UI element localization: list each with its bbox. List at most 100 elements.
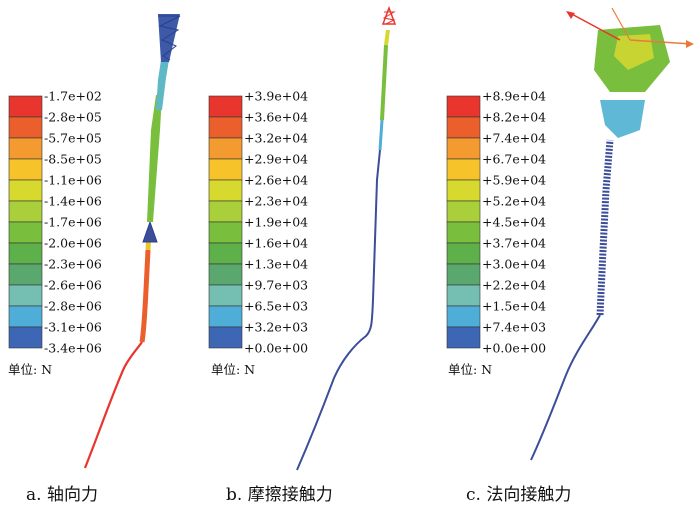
panel-a-legend-label: -2.3e+06 — [44, 257, 102, 272]
panel-c-legend-swatch — [446, 221, 481, 244]
panel-a-green-segment — [147, 95, 162, 222]
panel-c-legend-swatch — [446, 158, 481, 181]
panel-b-legend: +3.9e+04 +3.6e+04 +3.2e+04 +2.9e+04 +2.6e+04… — [208, 89, 308, 356]
panel-c-force-arrowhead-1 — [566, 11, 575, 19]
panel-c-legend-label: +3.0e+04 — [482, 257, 546, 272]
panel-a-legend-swatch — [8, 158, 43, 181]
panel-c-caption: c. 法向接触力 — [466, 485, 571, 505]
panel-a-legend-swatch — [8, 326, 43, 349]
panel-c-legend-swatch — [446, 305, 481, 328]
panel-b-legend-swatch — [208, 137, 243, 160]
panel-c-legend-swatch — [446, 95, 481, 118]
panel-b-legend-swatch — [208, 326, 243, 349]
panel-b-unit-label: 单位: N — [211, 362, 255, 377]
panel-b-legend-swatch — [208, 242, 243, 265]
panel-c-legend-label: +5.9e+04 — [482, 173, 546, 188]
panel-b-legend-label: +1.6e+04 — [244, 236, 308, 251]
panel-a-legend-label: -5.7e+05 — [44, 131, 102, 146]
panel-a-legend-label: -1.4e+06 — [44, 194, 102, 209]
panel-b-legend-label: +2.3e+04 — [244, 194, 308, 209]
panel-c-legend-swatch — [446, 200, 481, 223]
panel-b-lower-track — [296, 149, 381, 471]
panel-c-wellbore-plot — [530, 7, 694, 461]
panel-a-legend-label: -3.1e+06 — [44, 320, 102, 335]
panel-c-legend-swatch — [446, 326, 481, 349]
panel-c-force-arrow-2 — [629, 39, 693, 45]
panel-c-legend-label: +0.0e+00 — [482, 341, 546, 356]
panel-a-wellbore-plot — [83, 14, 181, 469]
panel-c-legend-label: +5.2e+04 — [482, 194, 546, 209]
panel-b: +3.9e+04 +3.6e+04 +3.2e+04 +2.9e+04 +2.6e+04… — [208, 5, 397, 505]
panel-a-unit-label: 单位: N — [8, 362, 52, 377]
panel-c-legend-label: +6.7e+04 — [482, 152, 546, 167]
panel-b-yellow-track — [384, 29, 390, 46]
panel-c-legend-label: +3.7e+04 — [482, 236, 546, 251]
panel-b-top-hatch — [382, 11, 396, 25]
panel-a-legend-swatch — [8, 305, 43, 328]
panel-c-force-arrowhead-2 — [686, 40, 694, 48]
panel-b-legend-label: +3.9e+04 — [244, 89, 308, 104]
panel-c-legend-label: +4.5e+04 — [482, 215, 546, 230]
panel-c-legend-swatch — [446, 137, 481, 160]
panel-b-legend-label: +3.6e+04 — [244, 110, 308, 125]
panel-b-legend-label: +1.9e+04 — [244, 215, 308, 230]
panel-a-blue-top-segment — [158, 14, 180, 62]
panel-a-legend-label: -1.7e+06 — [44, 215, 102, 230]
panel-b-legend-label: +1.3e+04 — [244, 257, 308, 272]
panel-c: +8.9e+04 +8.2e+04 +7.4e+04 +6.7e+04 +5.9e+04… — [446, 7, 694, 505]
panel-b-legend-swatch — [208, 305, 243, 328]
panel-c-legend: +8.9e+04 +8.2e+04 +7.4e+04 +6.7e+04 +5.9e+04… — [446, 89, 546, 356]
panel-b-legend-swatch — [208, 284, 243, 307]
panel-c-legend-swatch — [446, 242, 481, 265]
panel-c-legend-swatch — [446, 263, 481, 286]
panel-a-cyan-segment — [156, 60, 169, 110]
panel-c-lower-track — [530, 314, 601, 461]
panel-b-legend-swatch — [208, 179, 243, 202]
panel-b-legend-label: +3.2e+03 — [244, 320, 308, 335]
panel-a-legend-label: -3.4e+06 — [44, 341, 102, 356]
panel-b-legend-label: +2.9e+04 — [244, 152, 308, 167]
panel-b-caption: b. 摩擦接触力 — [226, 485, 333, 505]
panel-b-cyan-track — [378, 119, 384, 151]
panel-a: -1.7e+02 -2.8e+05 -5.7e+05 -8.5e+05 -1.1e+06… — [8, 14, 181, 505]
panel-c-cyan-cloud — [600, 100, 645, 138]
panel-a-legend-label: -2.6e+06 — [44, 278, 102, 293]
panel-a-legend-swatch — [8, 137, 43, 160]
panel-a-legend-label: -8.5e+05 — [44, 152, 102, 167]
panel-b-legend-label: +2.6e+04 — [244, 173, 308, 188]
panel-a-legend-swatch — [8, 284, 43, 307]
panel-b-legend-swatch — [208, 158, 243, 181]
panel-a-top-hatch — [158, 15, 181, 61]
panel-a-caption: a. 轴向力 — [26, 485, 98, 505]
panel-b-legend-swatch — [208, 116, 243, 139]
panel-c-yellow-core — [614, 34, 654, 70]
panel-a-legend-label: -2.8e+06 — [44, 299, 102, 314]
panel-a-legend-label: -1.1e+06 — [44, 173, 102, 188]
panel-c-legend-label: +1.5e+04 — [482, 299, 546, 314]
panel-a-legend-swatch — [8, 95, 43, 118]
panel-a-legend-swatch — [8, 221, 43, 244]
panel-a-legend-swatch — [8, 179, 43, 202]
panel-b-legend-label: +0.0e+00 — [244, 341, 308, 356]
panel-c-legend-label: +7.4e+04 — [482, 131, 546, 146]
panel-a-legend-swatch — [8, 242, 43, 265]
panel-b-wellbore-plot — [296, 5, 397, 471]
panel-c-mid-track — [596, 139, 614, 316]
panel-a-legend-swatch — [8, 263, 43, 286]
panel-c-unit-label: 单位: N — [448, 362, 492, 377]
panel-a-legend-swatch — [8, 116, 43, 139]
panel-b-legend-swatch — [208, 263, 243, 286]
panel-c-legend-label: +8.2e+04 — [482, 110, 546, 125]
panel-c-legend-label: +7.4e+03 — [482, 320, 546, 335]
panel-a-legend-label: -2.0e+06 — [44, 236, 102, 251]
panel-c-legend-swatch — [446, 116, 481, 139]
panel-b-green-track — [380, 44, 388, 121]
panel-b-legend-label: +9.7e+03 — [244, 278, 308, 293]
panel-b-top-arrow — [381, 5, 397, 25]
panel-a-tail-segment — [83, 341, 143, 469]
panel-a-legend: -1.7e+02 -2.8e+05 -5.7e+05 -8.5e+05 -1.1e+06… — [8, 89, 102, 356]
panel-c-force-arrow-1 — [567, 11, 621, 41]
panel-a-flow-arrow — [142, 220, 158, 243]
panel-a-legend-swatch — [8, 200, 43, 223]
